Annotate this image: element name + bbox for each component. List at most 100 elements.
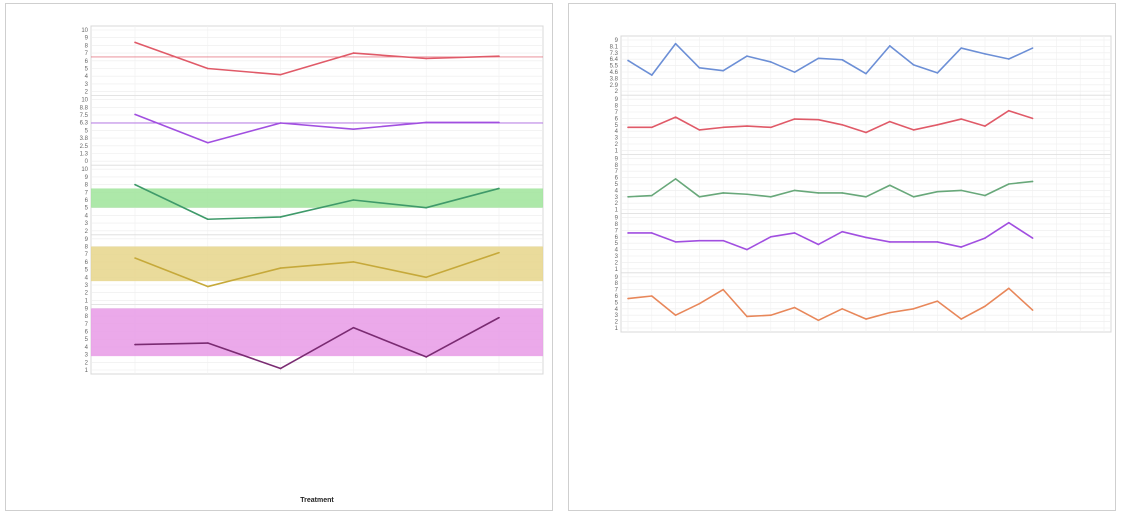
y-tick-label: 3.8 [80,136,89,142]
data-point [817,57,820,60]
reference-band [91,246,543,282]
data-point [207,342,209,344]
y-tick-label: 6 [85,260,89,266]
y-tick-label: 3 [85,221,89,227]
data-point [889,241,891,243]
data-point [984,237,986,239]
data-point [912,129,915,131]
data-point [770,236,772,238]
data-point [698,129,701,131]
y-tick-label: 5 [85,337,89,343]
y-tick-label: 9 [85,36,89,42]
data-point [674,241,677,243]
y-tick-label: 8 [85,43,89,49]
data-point [425,276,428,279]
data-point [912,241,915,243]
series-line-4 [134,251,500,288]
y-tick-label: 2 [615,260,619,266]
data-point [674,314,677,317]
data-point [674,42,677,45]
y-tick-label: 0 [85,159,89,165]
data-point [841,124,843,126]
y-tick-label: 5 [615,182,619,188]
data-point [984,194,986,197]
y-tick-label: 5.5 [610,64,619,70]
data-point [651,126,653,129]
data-point [936,190,939,193]
y-tick-label: 7 [85,190,89,196]
y-tick-label: 1 [615,267,619,273]
y-tick-label: 10 [81,28,88,34]
y-tick-label: 8 [615,104,619,110]
data-point [960,318,962,320]
y-tick-label: 6 [615,294,619,300]
data-point [936,124,939,126]
y-tick-label: 4 [85,275,89,281]
y-tick-label: 8.1 [610,44,619,50]
data-point [960,246,962,248]
data-point [936,300,939,302]
data-point [134,257,136,259]
right-chart: 22.93.84.65.56.47.38.1912345678912345678… [610,35,1112,333]
series-line-3 [627,178,1033,198]
y-tick-label: 2 [615,142,619,148]
data-point [627,59,629,62]
series-line-5 [134,316,500,370]
data-point [134,113,136,116]
data-point [865,196,867,198]
data-point [425,356,428,358]
data-point [1008,109,1010,112]
y-tick-label: 7 [85,51,89,57]
y-tick-label: 3 [85,82,89,88]
y-tick-label: 5 [615,241,619,247]
y-tick-label: 8 [615,222,619,228]
data-point [817,319,820,322]
y-tick-label: 7 [85,322,89,328]
y-tick-label: 6.3 [80,121,89,127]
data-point [1008,58,1010,60]
y-tick-label: 5 [85,268,89,274]
y-tick-label: 2.5 [80,144,89,150]
y-tick-label: 9 [615,275,619,281]
data-point [698,66,701,69]
data-point [134,183,136,186]
data-point [865,236,867,239]
data-point [841,230,843,233]
y-tick-label: 4 [615,188,619,194]
data-point [279,73,282,76]
data-point [793,189,796,192]
data-point [352,261,355,263]
data-point [627,196,629,198]
y-tick-label: 9 [615,38,619,44]
data-point [279,216,282,218]
data-point [651,194,653,197]
data-point [722,239,724,242]
data-point [279,367,282,370]
series-line-1 [627,42,1033,76]
data-point [1031,117,1034,120]
data-point [279,122,282,124]
y-tick-label: 3 [615,136,619,142]
data-point [770,196,772,198]
data-point [498,55,500,57]
data-point [1031,237,1034,239]
y-tick-label: 3 [615,195,619,201]
y-tick-label: 9 [85,237,89,243]
y-tick-label: 4 [615,248,619,254]
data-point [134,41,136,44]
y-tick-label: 8.8 [80,105,89,111]
data-point [865,131,867,134]
y-tick-label: 4 [615,307,619,313]
data-point [841,192,843,194]
y-tick-label: 2 [615,320,619,326]
data-point [912,64,915,66]
y-tick-label: 9 [615,156,619,162]
y-tick-label: 4 [615,129,619,135]
y-tick-label: 8 [615,163,619,169]
data-point [841,308,843,310]
y-tick-label: 8 [85,314,89,320]
data-point [722,126,724,129]
data-point [746,315,748,318]
y-tick-label: 1.3 [80,152,89,158]
series-line-5 [627,287,1034,322]
